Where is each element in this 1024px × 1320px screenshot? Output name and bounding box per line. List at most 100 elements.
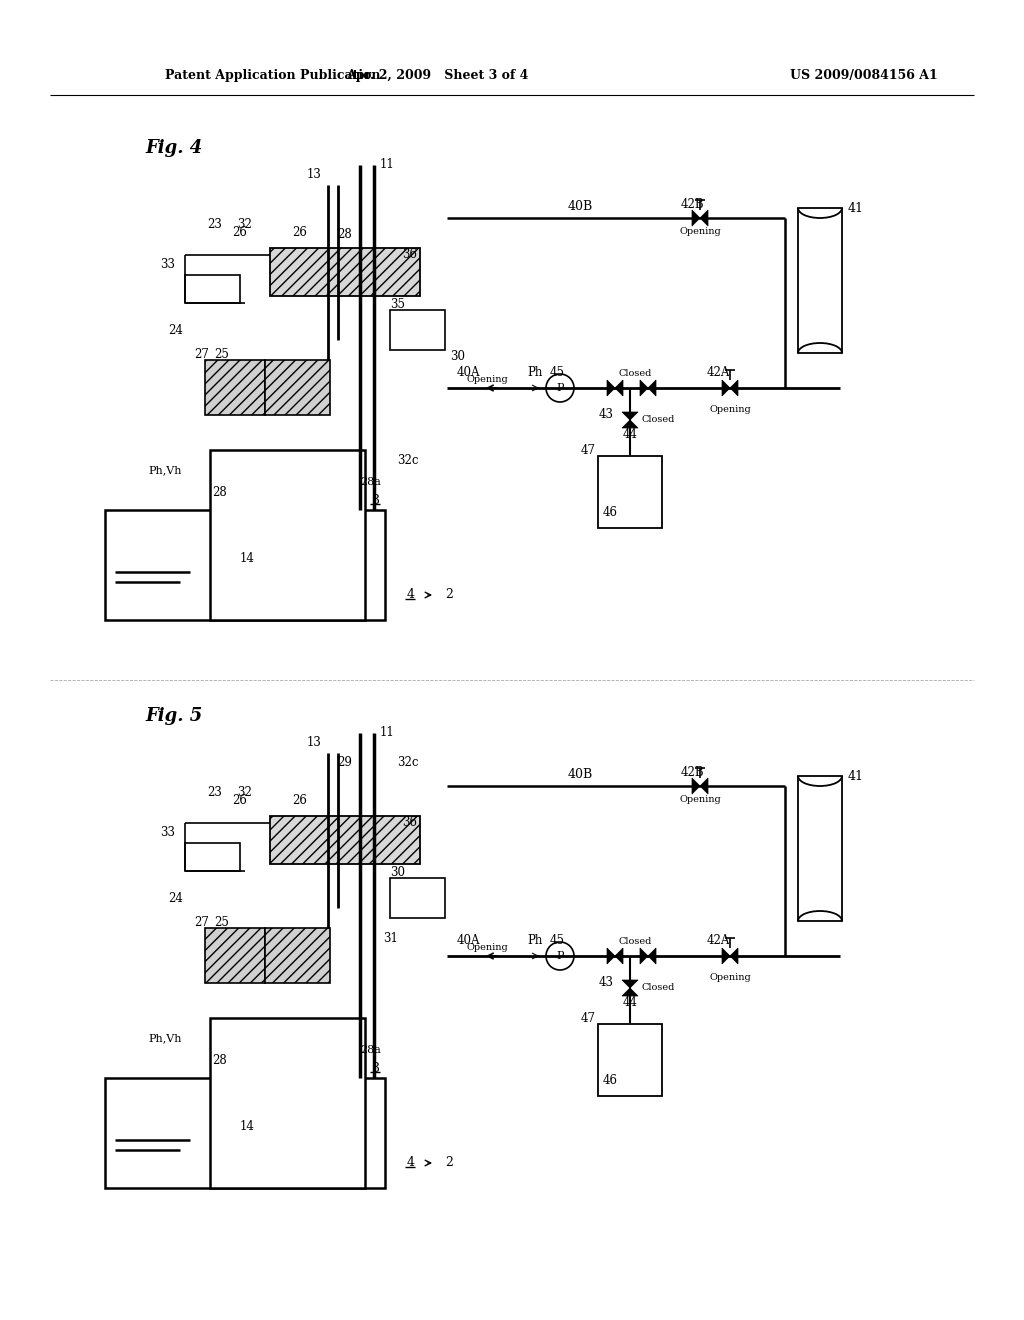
- Text: 43: 43: [599, 977, 614, 990]
- Text: 32: 32: [238, 218, 253, 231]
- Polygon shape: [622, 412, 638, 420]
- Polygon shape: [730, 380, 738, 396]
- Text: P: P: [556, 383, 564, 393]
- Text: 47: 47: [581, 444, 596, 457]
- Text: 14: 14: [240, 552, 254, 565]
- Polygon shape: [722, 948, 730, 964]
- Bar: [360, 816, 420, 865]
- Bar: [265, 360, 330, 414]
- Text: 32c: 32c: [397, 454, 419, 466]
- Bar: [210, 1018, 365, 1188]
- Polygon shape: [607, 948, 615, 964]
- Text: 27: 27: [195, 916, 210, 928]
- Text: Opening: Opening: [710, 405, 751, 414]
- Bar: [265, 928, 330, 983]
- Bar: [105, 510, 385, 620]
- Bar: [598, 455, 662, 528]
- Text: 36: 36: [402, 817, 417, 829]
- Polygon shape: [622, 987, 638, 997]
- Text: 13: 13: [307, 169, 322, 181]
- Text: 3: 3: [372, 494, 380, 507]
- Bar: [390, 310, 445, 350]
- Text: 40B: 40B: [567, 767, 593, 780]
- Text: Closed: Closed: [642, 983, 676, 993]
- Text: 2: 2: [445, 1156, 453, 1170]
- Text: Opening: Opening: [679, 796, 721, 804]
- Text: 28a: 28a: [360, 477, 381, 487]
- Polygon shape: [622, 979, 638, 987]
- Text: 40B: 40B: [567, 199, 593, 213]
- Text: 2: 2: [445, 589, 453, 602]
- Text: Opening: Opening: [710, 974, 751, 982]
- Text: 25: 25: [215, 347, 229, 360]
- Polygon shape: [640, 380, 648, 396]
- Text: 4: 4: [407, 589, 415, 602]
- Text: Opening: Opening: [679, 227, 721, 236]
- Text: Apr. 2, 2009   Sheet 3 of 4: Apr. 2, 2009 Sheet 3 of 4: [346, 69, 528, 82]
- Text: 33: 33: [160, 259, 175, 272]
- Polygon shape: [700, 210, 708, 226]
- Text: 46: 46: [602, 1073, 617, 1086]
- Text: 26: 26: [232, 227, 248, 239]
- Text: Opening: Opening: [466, 944, 508, 953]
- Text: 28: 28: [213, 486, 227, 499]
- Bar: [390, 878, 445, 917]
- Text: 41: 41: [848, 202, 864, 214]
- Bar: [798, 209, 842, 352]
- Text: 44: 44: [623, 428, 638, 441]
- Text: 40A: 40A: [457, 366, 480, 379]
- Text: 28a: 28a: [360, 1045, 381, 1055]
- Text: 32: 32: [238, 785, 253, 799]
- Text: Ph,Vh: Ph,Vh: [148, 465, 181, 475]
- Text: 28: 28: [213, 1053, 227, 1067]
- Bar: [210, 450, 365, 620]
- Text: Fig. 5: Fig. 5: [145, 708, 203, 725]
- Text: 30: 30: [450, 350, 465, 363]
- Text: 42B: 42B: [680, 767, 703, 780]
- Text: 24: 24: [168, 323, 183, 337]
- Polygon shape: [622, 420, 638, 428]
- Text: 41: 41: [848, 770, 864, 783]
- Bar: [598, 1024, 662, 1096]
- Text: 26: 26: [293, 795, 307, 808]
- Text: 24: 24: [168, 891, 183, 904]
- Polygon shape: [730, 948, 738, 964]
- Text: US 2009/0084156 A1: US 2009/0084156 A1: [790, 69, 938, 82]
- Polygon shape: [700, 777, 708, 795]
- Text: 35: 35: [390, 297, 406, 310]
- Text: 45: 45: [550, 935, 564, 948]
- Polygon shape: [615, 948, 623, 964]
- Polygon shape: [640, 948, 648, 964]
- Text: 47: 47: [581, 1011, 596, 1024]
- Text: 42B: 42B: [680, 198, 703, 211]
- Text: 45: 45: [550, 367, 564, 380]
- Text: P: P: [556, 950, 564, 961]
- Text: 26: 26: [293, 227, 307, 239]
- Text: Ph: Ph: [527, 935, 543, 948]
- Text: 31: 31: [383, 932, 398, 945]
- Polygon shape: [692, 210, 700, 226]
- Text: 32c: 32c: [397, 756, 419, 770]
- Text: 25: 25: [215, 916, 229, 928]
- Text: 4: 4: [407, 1156, 415, 1170]
- Text: 40A: 40A: [457, 933, 480, 946]
- Text: 29: 29: [338, 756, 352, 770]
- Text: 11: 11: [380, 158, 394, 172]
- Polygon shape: [692, 777, 700, 795]
- Text: Ph,Vh: Ph,Vh: [148, 1034, 181, 1043]
- Bar: [360, 248, 420, 296]
- Text: Fig. 4: Fig. 4: [145, 139, 203, 157]
- Text: Closed: Closed: [642, 416, 676, 425]
- Text: Closed: Closed: [618, 936, 651, 945]
- Bar: [105, 1078, 385, 1188]
- Polygon shape: [615, 380, 623, 396]
- Text: 28: 28: [338, 228, 352, 242]
- Text: 44: 44: [623, 995, 638, 1008]
- Polygon shape: [648, 380, 656, 396]
- Text: 23: 23: [208, 218, 222, 231]
- Bar: [205, 928, 265, 983]
- Text: 42A: 42A: [707, 366, 730, 379]
- Text: Closed: Closed: [618, 368, 651, 378]
- Text: 33: 33: [160, 826, 175, 840]
- Text: 30: 30: [390, 866, 406, 879]
